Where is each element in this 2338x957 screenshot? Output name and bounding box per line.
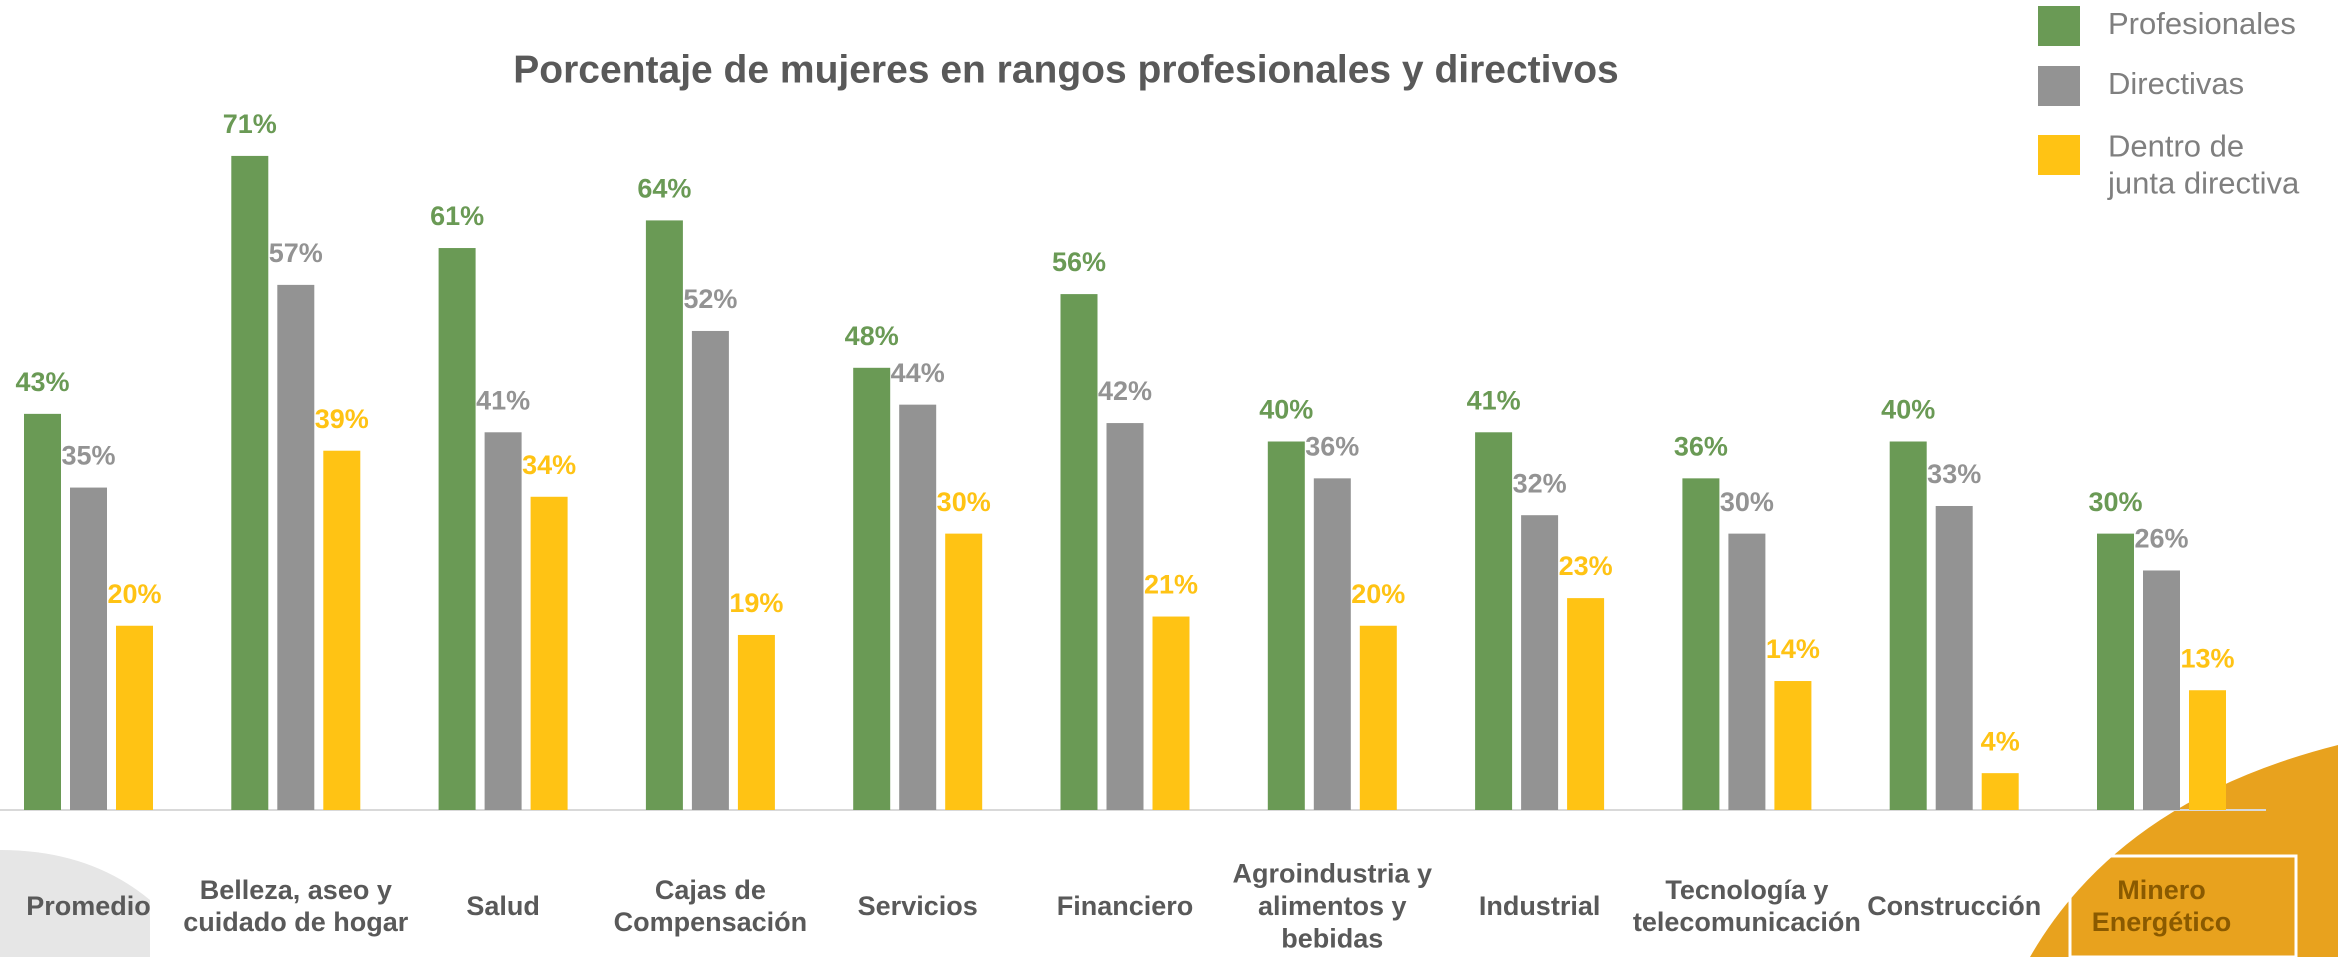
data-label: 30% (937, 487, 991, 517)
x-tick-label: Minero Energético (2092, 875, 2232, 937)
bar (1567, 598, 1605, 810)
x-tick-label: Belleza, aseo y cuidado de hogar (183, 875, 409, 937)
data-label: 26% (2134, 524, 2188, 554)
bar (945, 533, 983, 810)
legend-swatch (2038, 66, 2080, 106)
data-label: 20% (1351, 579, 1405, 609)
bar (2189, 690, 2226, 810)
x-tick-label: Promedio (26, 891, 151, 921)
x-tick-label: Industrial (1479, 891, 1601, 921)
bar (1889, 441, 1927, 810)
bar (645, 220, 683, 810)
x-tick-label: Tecnología y telecomunicación (1633, 875, 1861, 937)
data-label: 42% (1098, 376, 1152, 406)
data-label: 19% (729, 588, 783, 618)
chart-title: Porcentaje de mujeres en rangos profesio… (513, 48, 1618, 91)
data-label: 4% (1981, 726, 2020, 756)
x-tick-label: Agroindustria y alimentos y bebidas (1233, 859, 1433, 954)
data-label: 64% (637, 174, 691, 204)
bar (1060, 294, 1098, 811)
data-label: 57% (269, 238, 323, 268)
data-label: 52% (683, 284, 737, 314)
bar (1152, 616, 1190, 810)
legend-label: Dentro de junta directiva (2107, 129, 2300, 201)
decoration (0, 850, 150, 957)
bar (853, 367, 891, 810)
data-label: 43% (15, 367, 69, 397)
data-label: 20% (107, 579, 161, 609)
legend-label: Directivas (2108, 66, 2244, 101)
bar (116, 625, 153, 810)
x-tick-label: Salud (466, 891, 540, 921)
data-label: 13% (2180, 643, 2234, 673)
bar (899, 404, 937, 810)
x-tick-label: Financiero (1057, 891, 1194, 921)
bar (231, 155, 269, 811)
bar (1267, 441, 1305, 810)
data-label: 41% (1467, 385, 1521, 415)
data-label: 33% (1927, 459, 1981, 489)
x-tick-label: Cajas de Compensación (614, 875, 808, 937)
data-label: 32% (1513, 468, 1567, 498)
data-label: 34% (522, 450, 576, 480)
bar (2143, 570, 2180, 810)
data-label: 36% (1674, 431, 1728, 461)
legend-swatch (2038, 135, 2080, 175)
x-tick-label: Servicios (858, 891, 978, 921)
data-label: 39% (315, 404, 369, 434)
data-label: 56% (1052, 247, 1106, 277)
legend-label: Profesionales (2108, 6, 2296, 41)
data-label: 14% (1766, 634, 1820, 664)
bar (484, 432, 522, 810)
bar (1359, 625, 1397, 810)
bar (530, 496, 568, 810)
bar (1981, 773, 2019, 810)
bar (24, 413, 61, 810)
data-label: 23% (1559, 551, 1613, 581)
legend-swatch (2038, 6, 2080, 46)
data-label: 35% (61, 441, 115, 471)
data-label: 44% (891, 358, 945, 388)
data-label: 36% (1305, 431, 1359, 461)
x-tick-label: Construcción (1867, 891, 2041, 921)
bar (1106, 423, 1144, 810)
bar (2097, 533, 2134, 810)
bar (691, 330, 729, 810)
bar (1774, 681, 1812, 810)
bar (1475, 432, 1513, 810)
highlight-box (2068, 854, 2298, 957)
data-label: 41% (476, 385, 530, 415)
bar (1935, 505, 1973, 810)
data-label: 61% (430, 201, 484, 231)
data-label: 30% (2088, 487, 2142, 517)
bar (323, 450, 361, 810)
bar (1313, 478, 1351, 810)
data-label: 40% (1881, 395, 1935, 425)
bar (1682, 478, 1720, 810)
bar (70, 487, 107, 810)
bar (277, 284, 315, 810)
data-label: 48% (845, 321, 899, 351)
bar (737, 634, 775, 810)
data-label: 30% (1720, 487, 1774, 517)
data-label: 71% (223, 109, 277, 139)
data-label: 40% (1259, 395, 1313, 425)
bar (1521, 515, 1559, 810)
data-label: 21% (1144, 570, 1198, 600)
bar (1728, 533, 1766, 810)
decoration (2030, 745, 2338, 957)
bar (438, 248, 476, 811)
